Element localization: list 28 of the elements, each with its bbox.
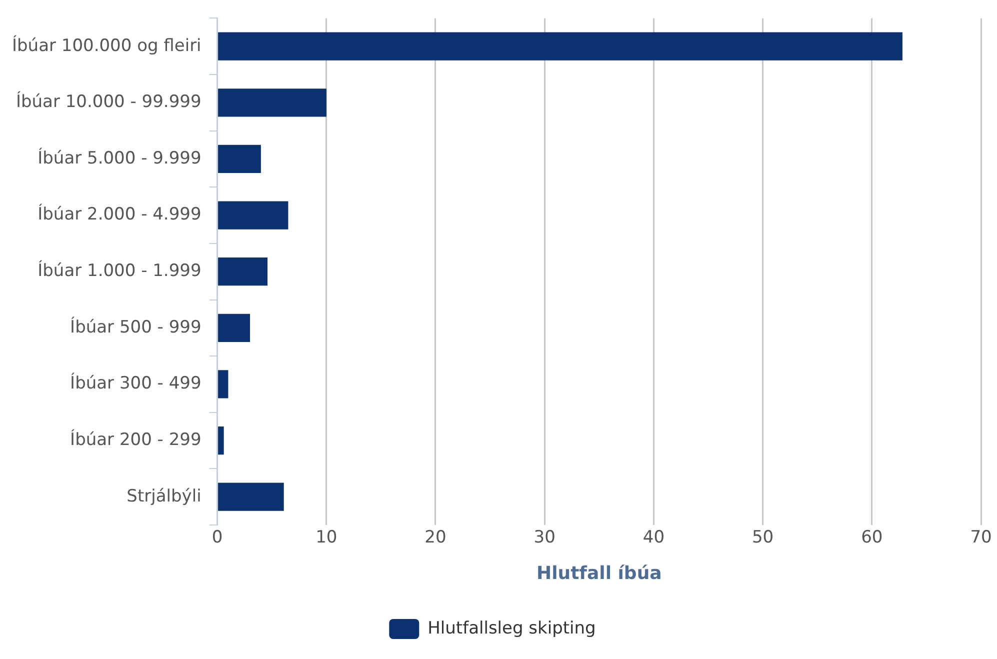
y-tick-label: Íbúar 500 - 999 [70, 316, 202, 338]
bar [218, 482, 284, 511]
x-tick-label: 30 [534, 528, 556, 548]
bar [218, 370, 228, 398]
bar [218, 201, 288, 230]
x-tick-label: 60 [861, 528, 883, 548]
y-tick-label: Strjálbýli [126, 486, 202, 506]
x-axis-title: Hlutfall íbúa [536, 562, 662, 584]
bar [218, 314, 250, 342]
bar [218, 32, 902, 60]
x-tick-label: 70 [970, 528, 992, 548]
y-tick-label: Íbúar 100.000 og fleiri [12, 34, 202, 56]
y-tick-label: Íbúar 10.000 - 99.999 [16, 91, 202, 112]
bar [218, 426, 224, 455]
x-tick-label: 20 [424, 528, 446, 548]
x-tick-label: 40 [642, 528, 665, 548]
bar [218, 144, 261, 174]
x-tick-label: 50 [752, 528, 774, 548]
legend-label: Hlutfallsleg skipting [428, 618, 596, 638]
bar [218, 258, 268, 286]
y-tick-label: Íbúar 1.000 - 1.999 [38, 260, 202, 282]
bar [218, 88, 326, 117]
x-tick-label: 10 [316, 528, 338, 548]
y-tick-label: Íbúar 300 - 499 [70, 372, 202, 394]
y-tick-label: Íbúar 5.000 - 9.999 [38, 147, 202, 168]
y-tick-label: Íbúar 2.000 - 4.999 [38, 204, 202, 225]
y-tick-label: Íbúar 200 - 299 [70, 428, 202, 450]
x-tick-label: 0 [212, 528, 223, 548]
